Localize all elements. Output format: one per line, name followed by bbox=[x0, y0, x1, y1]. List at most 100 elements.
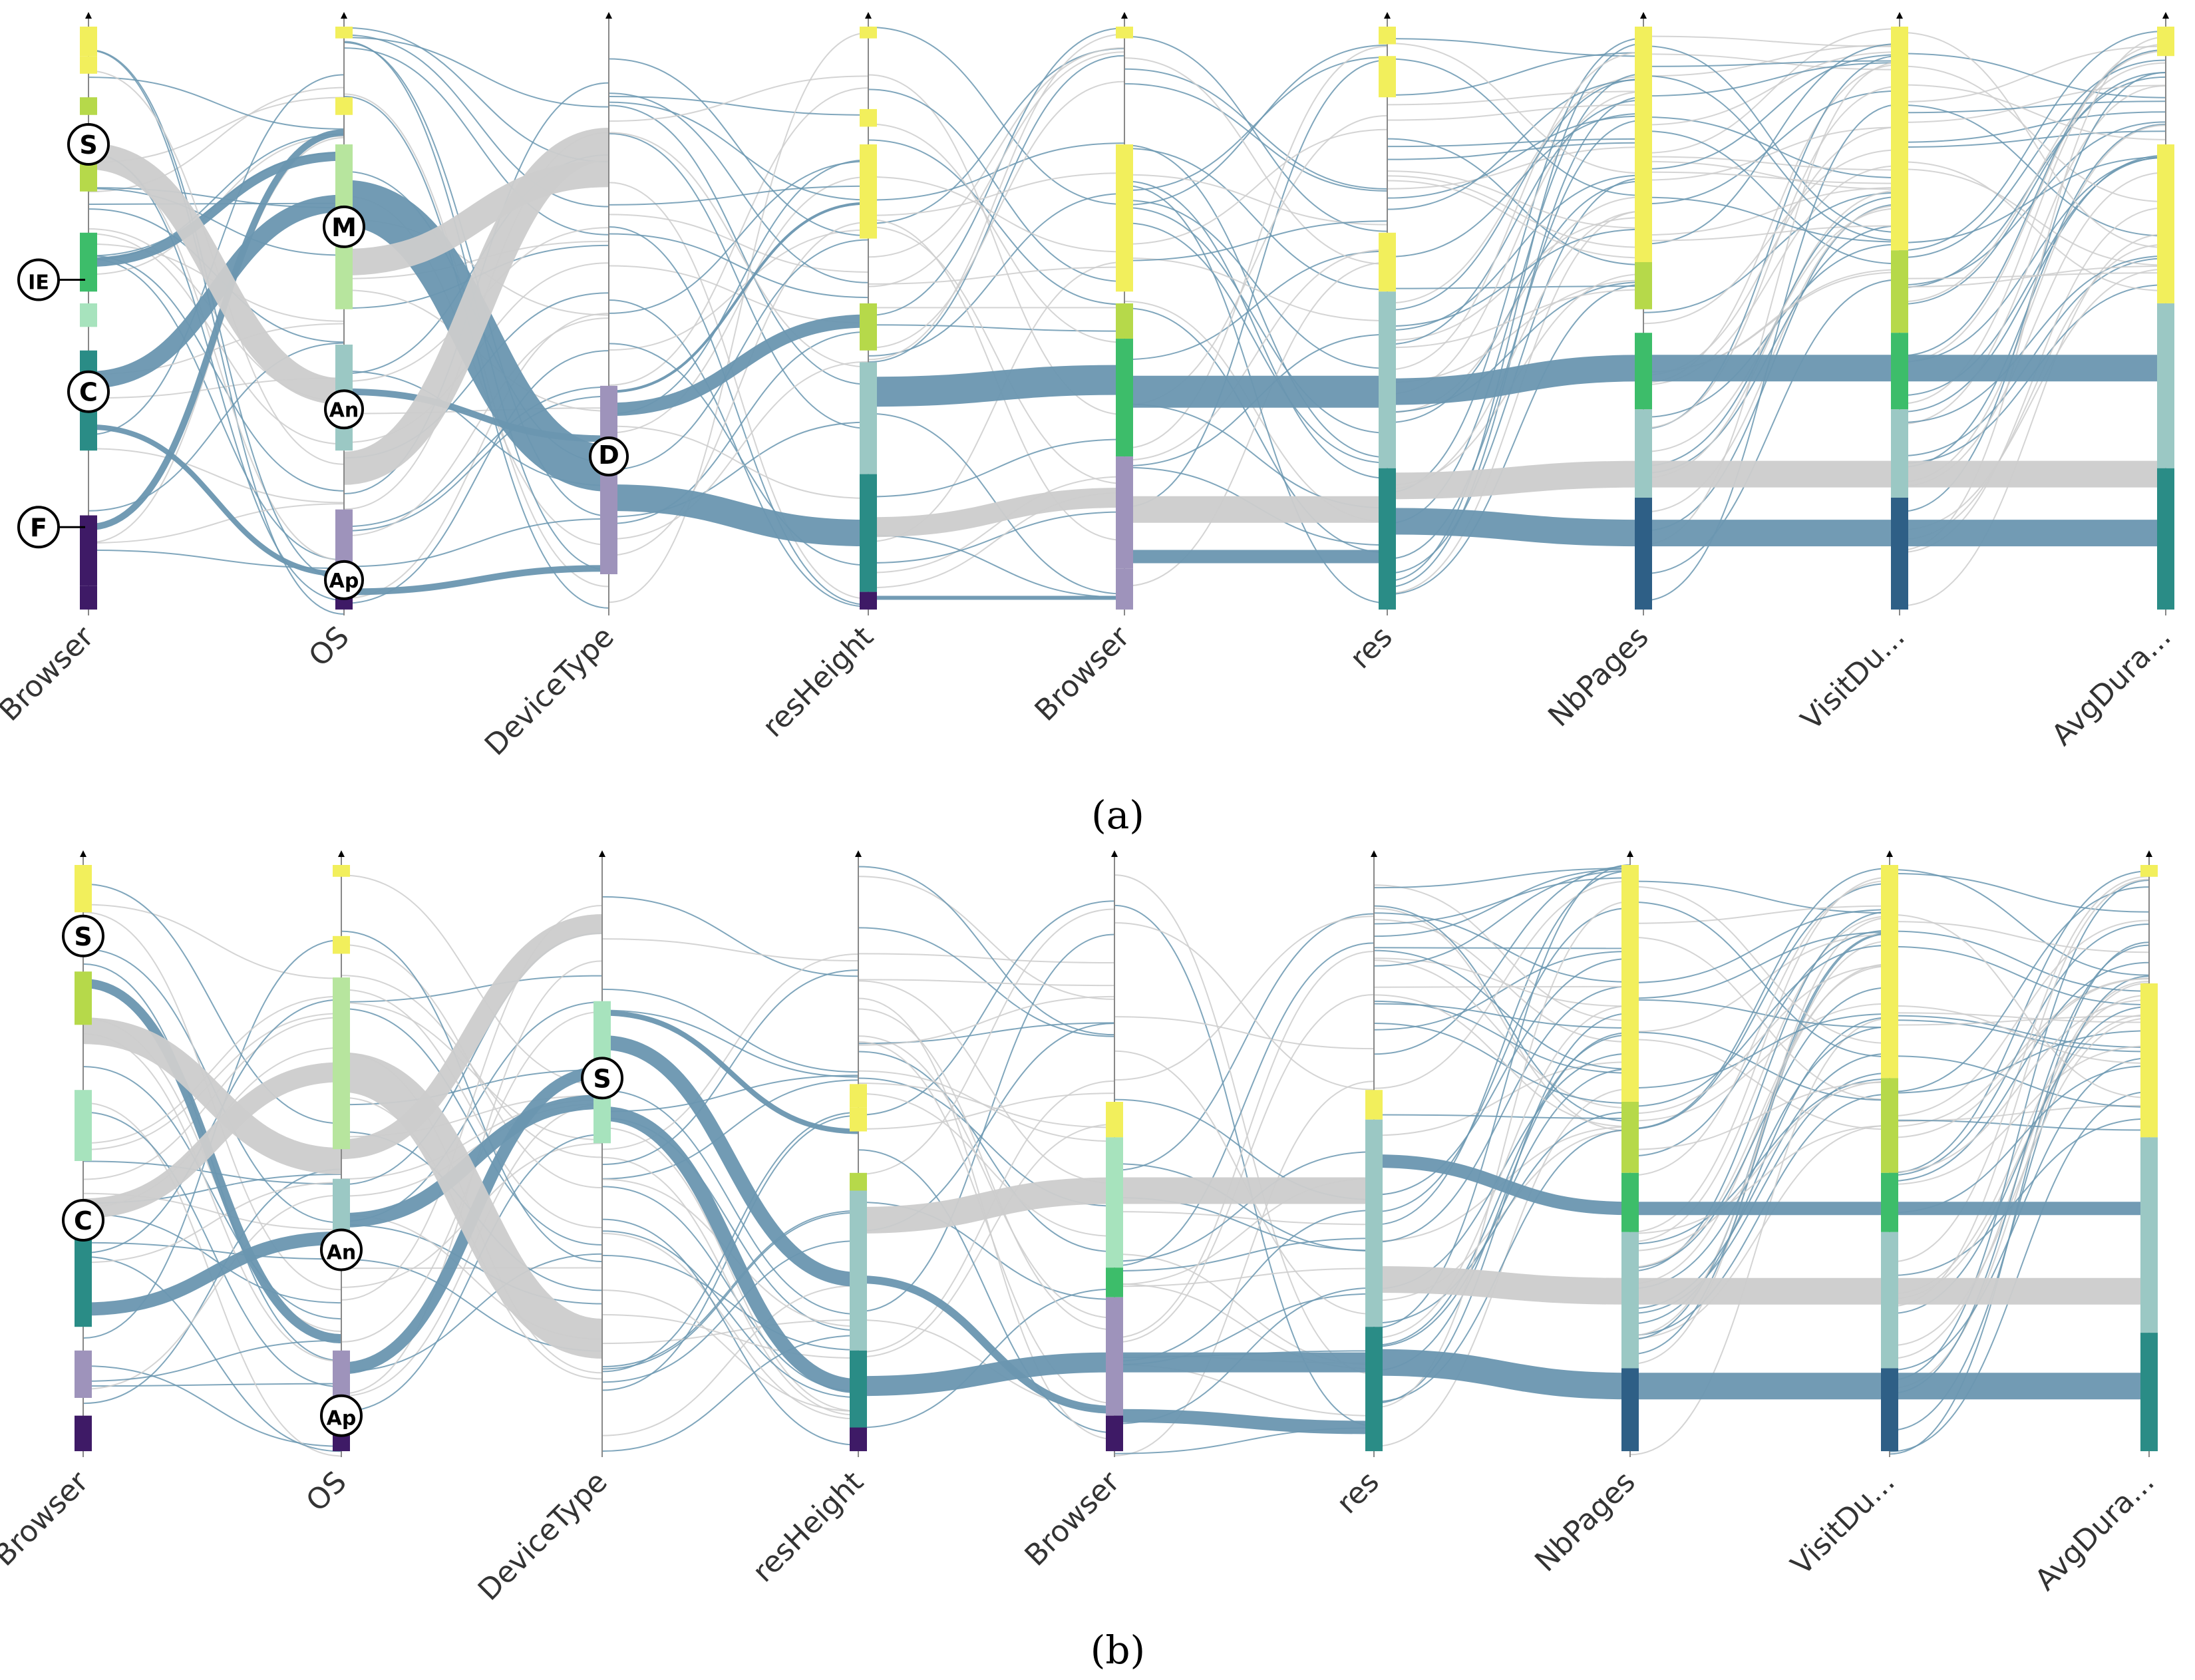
category-box[interactable] bbox=[1621, 1102, 1639, 1173]
category-box[interactable] bbox=[80, 303, 97, 327]
category-box[interactable] bbox=[850, 1350, 867, 1428]
category-box[interactable] bbox=[850, 1107, 867, 1132]
category-box[interactable] bbox=[1116, 339, 1133, 457]
category-box[interactable] bbox=[1621, 865, 1639, 1102]
category-box[interactable] bbox=[1116, 568, 1133, 610]
thin-flow bbox=[1373, 949, 1631, 1070]
category-box[interactable] bbox=[2140, 1137, 2158, 1333]
category-box[interactable] bbox=[2157, 303, 2174, 468]
category-box[interactable] bbox=[850, 1190, 867, 1351]
category-box[interactable] bbox=[1116, 27, 1133, 39]
category-box[interactable] bbox=[1881, 1078, 1898, 1173]
category-box[interactable] bbox=[1106, 1102, 1123, 1138]
axis-5[interactable]: res bbox=[1343, 12, 1399, 675]
thin-flow bbox=[1889, 1119, 2150, 1131]
category-box[interactable] bbox=[1891, 498, 1908, 610]
category-box[interactable] bbox=[850, 1427, 867, 1452]
category-box[interactable] bbox=[1891, 250, 1908, 333]
category-box[interactable] bbox=[80, 97, 97, 115]
category-box[interactable] bbox=[1635, 498, 1652, 610]
flow-ribbon bbox=[1373, 1154, 1631, 1216]
axis-6[interactable]: NbPages bbox=[1528, 850, 1642, 1578]
category-box[interactable] bbox=[335, 509, 353, 569]
category-box[interactable] bbox=[1881, 1368, 1898, 1452]
category-box[interactable] bbox=[1379, 468, 1396, 610]
category-box[interactable] bbox=[80, 515, 97, 586]
category-box[interactable] bbox=[1116, 456, 1133, 569]
category-box[interactable] bbox=[75, 865, 92, 895]
category-box[interactable] bbox=[75, 1090, 92, 1161]
category-box[interactable] bbox=[1881, 1172, 1898, 1232]
category-box[interactable] bbox=[1106, 1267, 1123, 1297]
category-box[interactable] bbox=[335, 27, 353, 39]
category-box[interactable] bbox=[2140, 1333, 2158, 1452]
category-box[interactable] bbox=[80, 586, 97, 610]
category-box[interactable] bbox=[335, 97, 353, 115]
category-box[interactable] bbox=[1621, 1232, 1639, 1369]
category-box[interactable] bbox=[2157, 144, 2174, 303]
category-box[interactable] bbox=[1621, 1172, 1639, 1232]
category-box[interactable] bbox=[75, 971, 92, 1025]
category-box[interactable] bbox=[1106, 1297, 1123, 1416]
category-box[interactable] bbox=[1635, 262, 1652, 309]
axis-7[interactable]: VisitDu... bbox=[1784, 850, 1902, 1582]
thin-flow bbox=[1889, 920, 2150, 953]
category-box[interactable] bbox=[333, 935, 350, 954]
category-box[interactable] bbox=[1365, 1090, 1383, 1120]
category-box[interactable] bbox=[75, 894, 92, 913]
thin-flow bbox=[1373, 1005, 1631, 1339]
category-box[interactable] bbox=[1891, 333, 1908, 410]
category-box[interactable] bbox=[1116, 303, 1133, 339]
category-box[interactable] bbox=[1379, 291, 1396, 468]
category-box[interactable] bbox=[1635, 27, 1652, 262]
category-box[interactable] bbox=[1635, 333, 1652, 410]
category-box[interactable] bbox=[1379, 56, 1396, 98]
category-box[interactable] bbox=[860, 108, 877, 127]
thin-flow bbox=[1643, 55, 1900, 430]
category-box[interactable] bbox=[333, 865, 350, 877]
category-box[interactable] bbox=[1891, 409, 1908, 498]
category-box[interactable] bbox=[860, 474, 877, 592]
marker-circle bbox=[17, 506, 60, 549]
category-box[interactable] bbox=[1379, 27, 1396, 45]
marker-label: An bbox=[329, 399, 359, 422]
category-box[interactable] bbox=[1365, 1327, 1383, 1452]
category-box[interactable] bbox=[80, 27, 97, 57]
category-box[interactable] bbox=[860, 362, 877, 474]
category-box[interactable] bbox=[2140, 865, 2158, 877]
category-box[interactable] bbox=[1379, 232, 1396, 292]
marker-ap: Ap bbox=[320, 1394, 363, 1437]
thin-flow bbox=[1373, 959, 1631, 1109]
category-box[interactable] bbox=[2157, 468, 2174, 610]
category-box[interactable] bbox=[80, 232, 97, 292]
category-box[interactable] bbox=[860, 303, 877, 351]
category-box[interactable] bbox=[1891, 27, 1908, 251]
marker-ie: IE bbox=[17, 258, 85, 301]
category-box[interactable] bbox=[75, 1415, 92, 1452]
category-box[interactable] bbox=[600, 385, 617, 575]
category-box[interactable] bbox=[1116, 144, 1133, 292]
category-box[interactable] bbox=[80, 56, 97, 74]
category-box[interactable] bbox=[860, 144, 877, 239]
category-box[interactable] bbox=[1106, 1137, 1123, 1268]
category-box[interactable] bbox=[75, 1350, 92, 1398]
marker-label: Ap bbox=[329, 570, 359, 593]
thin-flow bbox=[858, 1070, 1115, 1142]
category-box[interactable] bbox=[333, 977, 350, 1150]
thin-flow bbox=[341, 1008, 603, 1246]
marker-label: S bbox=[593, 1064, 611, 1093]
category-box[interactable] bbox=[1881, 1232, 1898, 1369]
category-box[interactable] bbox=[860, 591, 877, 610]
axis-8[interactable]: AvgDura... bbox=[2045, 12, 2178, 753]
category-box[interactable] bbox=[1106, 1415, 1123, 1452]
category-box[interactable] bbox=[1621, 1368, 1639, 1452]
category-box[interactable] bbox=[1365, 1119, 1383, 1327]
category-box[interactable] bbox=[1881, 865, 1898, 1079]
category-box[interactable] bbox=[2157, 27, 2174, 57]
category-box[interactable] bbox=[2140, 983, 2158, 1138]
axis-0[interactable]: Browser bbox=[0, 12, 100, 728]
category-box[interactable] bbox=[850, 1172, 867, 1191]
category-box[interactable] bbox=[860, 27, 877, 39]
category-box[interactable] bbox=[850, 1084, 867, 1108]
category-box[interactable] bbox=[1635, 409, 1652, 498]
